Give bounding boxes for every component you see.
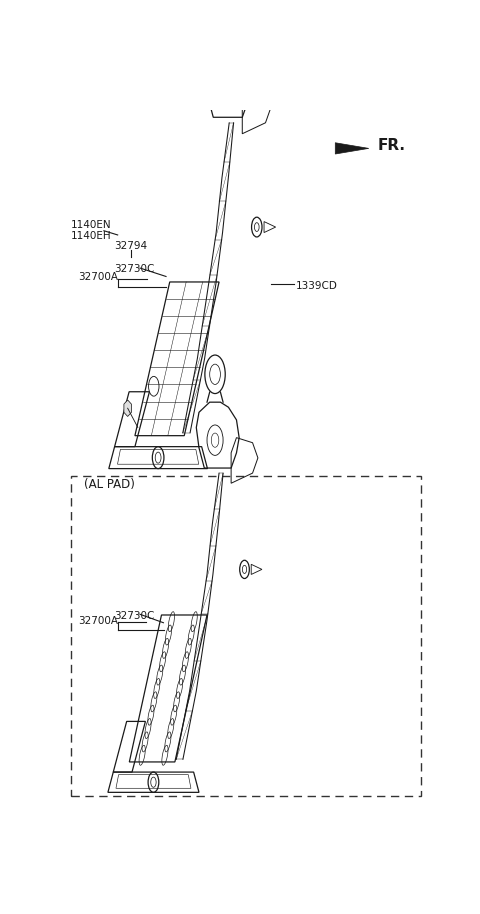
Text: 32730C: 32730C [114,264,154,274]
Text: 32730C: 32730C [114,611,154,621]
Text: 32700A: 32700A [79,272,119,282]
Text: 32700A: 32700A [79,616,119,625]
Text: 1140EH: 1140EH [71,231,112,241]
Text: FR.: FR. [378,138,406,153]
Polygon shape [124,400,132,417]
Text: (AL PAD): (AL PAD) [84,478,135,491]
Text: 1140EN: 1140EN [71,220,112,230]
Text: 1339CD: 1339CD [296,281,338,291]
Text: 32794: 32794 [114,240,147,250]
Polygon shape [335,143,369,154]
